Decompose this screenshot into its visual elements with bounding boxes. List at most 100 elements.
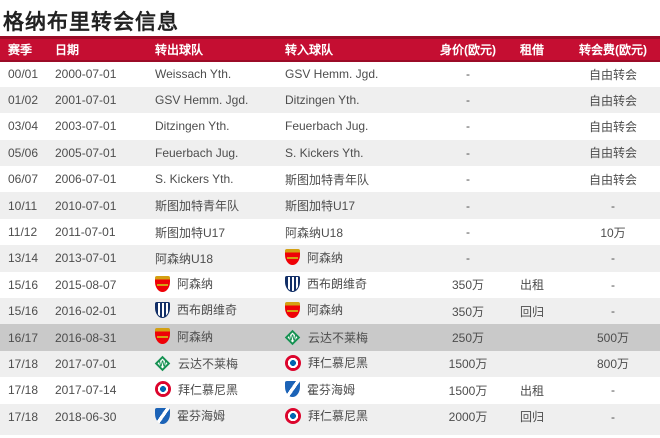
to-team-cell: 阿森纳: [278, 245, 426, 271]
from-team-cell: GSV Hemm. Jgd.: [148, 87, 278, 113]
fee-cell: 自由转会: [588, 119, 637, 134]
team: 西布朗维奇: [285, 275, 367, 292]
fee-cell: 自由转会: [588, 67, 637, 82]
table-row: 15/16 2015-08-07 阿森纳 西布朗维奇 350万 出租 -: [0, 272, 660, 298]
market-value-cell: 1500万: [448, 383, 488, 398]
to-team-cell: 西布朗维奇: [278, 272, 426, 298]
season-cell: 00/01: [8, 67, 39, 82]
date-cell: 2011-07-01: [55, 225, 116, 240]
from-team-cell: 云达不莱梅: [148, 351, 278, 377]
date-cell: 2016-02-01: [55, 304, 117, 319]
season-cell: 17/18: [8, 383, 39, 398]
team: S. Kickers Yth.: [285, 146, 363, 160]
from-team-cell: 斯图加特U17: [148, 219, 278, 245]
team: 阿森纳: [285, 249, 343, 266]
from-team-cell: 阿森纳: [148, 272, 278, 298]
partial-next-row: [0, 429, 660, 435]
team-name: GSV Hemm. Jgd.: [285, 67, 379, 82]
team-name: S. Kickers Yth.: [285, 145, 364, 160]
column-header-date: 日期: [48, 36, 148, 62]
team-name: Weissach Yth.: [155, 67, 232, 82]
table-row: 15/16 2016-02-01 西布朗维奇 阿森纳 350万 回归 -: [0, 298, 660, 325]
table-row: 17/18 2017-07-14 拜仁慕尼黑 霍芬海姆 1500万 出租 -: [0, 377, 660, 403]
team: 阿森纳U18: [155, 250, 213, 267]
page-title: 格纳布里转会信息: [3, 11, 179, 34]
to-team-cell: GSV Hemm. Jgd.: [278, 61, 426, 87]
team: 拜仁慕尼黑: [285, 354, 368, 371]
header-row: 赛季 日期 转出球队 转入球队 身价(欧元) 租借 转会费(欧元): [0, 36, 660, 62]
loan-cell: [510, 113, 566, 139]
team-name: 斯图加特青年队: [155, 199, 240, 214]
loan-cell: 出租: [520, 383, 545, 398]
season-cell: 17/18: [8, 409, 39, 424]
loan-cell: [510, 351, 566, 377]
market-value-cell: -: [466, 67, 470, 82]
season-cell: 01/02: [8, 93, 39, 108]
bayern-crest-icon: [285, 407, 301, 424]
season-cell: 17/18: [8, 356, 39, 371]
arsenal-crest-icon: [285, 249, 300, 266]
team: Feuerbach Jug.: [155, 146, 238, 160]
team-name: 阿森纳: [307, 250, 344, 265]
arsenal-crest-icon: [155, 275, 170, 292]
loan-cell: [510, 192, 566, 218]
date-cell: 2000-07-01: [55, 67, 117, 82]
market-value-cell: -: [466, 93, 470, 108]
bayern-crest-icon: [155, 381, 171, 398]
column-header-team-in: 转入球队: [278, 36, 426, 62]
from-team-cell: 西布朗维奇: [148, 298, 278, 324]
market-value-cell: 250万: [451, 331, 485, 346]
table-row: 10/11 2010-07-01 斯图加特青年队 斯图加特U17 - -: [0, 192, 660, 219]
season-cell: 03/04: [8, 119, 39, 134]
team-name: Ditzingen Yth.: [285, 93, 360, 108]
to-team-cell: 云达不莱梅: [278, 324, 426, 350]
arsenal-crest-icon: [285, 301, 300, 318]
market-value-cell: -: [466, 172, 470, 187]
arsenal-crest-icon: [155, 328, 170, 345]
team-name: 阿森纳: [177, 277, 214, 292]
loan-cell: [510, 61, 566, 87]
market-value-cell: -: [466, 119, 470, 134]
table-row: 17/18 2018-06-30 霍芬海姆 拜仁慕尼黑 2000万 回归 -: [0, 403, 660, 430]
from-team-cell: 霍芬海姆: [148, 404, 278, 430]
season-cell: 05/06: [8, 145, 39, 160]
team-name: 霍芬海姆: [177, 409, 226, 424]
team: S. Kickers Yth.: [155, 172, 233, 186]
team-name: 拜仁慕尼黑: [308, 409, 369, 424]
team: 斯图加特U17: [155, 224, 225, 241]
table-row: 13/14 2013-07-01 阿森纳U18 阿森纳 - -: [0, 245, 660, 272]
loan-cell: [510, 245, 566, 271]
team-name: GSV Hemm. Jgd.: [155, 93, 249, 108]
from-team-cell: 斯图加特青年队: [148, 192, 278, 218]
from-team-cell: 阿森纳U18: [148, 245, 278, 271]
westbrom-crest-icon: [285, 275, 300, 292]
date-cell: 2013-07-01: [55, 251, 117, 266]
season-cell: 16/17: [8, 330, 39, 345]
table-row: 16/17 2016-08-31 阿森纳 云达不莱梅 250万 500万: [0, 324, 660, 351]
to-team-cell: 拜仁慕尼黑: [278, 404, 426, 430]
team: 斯图加特青年队: [155, 197, 239, 214]
team: 斯图加特U17: [285, 197, 355, 214]
team: Weissach Yth.: [155, 67, 231, 81]
team-name: 拜仁慕尼黑: [308, 356, 369, 371]
fee-cell: -: [611, 277, 615, 292]
market-value-cell: 1500万: [448, 357, 488, 372]
date-cell: 2001-07-01: [55, 93, 117, 108]
table-row: 01/02 2001-07-01 GSV Hemm. Jgd. Ditzingen Y…: [0, 86, 660, 114]
from-team-cell: Ditzingen Yth.: [148, 113, 278, 139]
date-cell: 2015-08-07: [55, 277, 117, 292]
team-name: Feuerbach Jug.: [285, 119, 369, 134]
loan-cell: [510, 219, 566, 245]
season-cell: 15/16: [8, 304, 39, 319]
market-value-cell: 2000万: [448, 410, 488, 425]
to-team-cell: 拜仁慕尼黑: [278, 351, 426, 377]
market-value-cell: -: [466, 251, 470, 266]
fee-cell: -: [611, 251, 615, 266]
column-header-market-value: 身价(欧元): [426, 36, 510, 62]
from-team-cell: S. Kickers Yth.: [148, 166, 278, 192]
transfer-table-header: 赛季 日期 转出球队 转入球队 身价(欧元) 租借 转会费(欧元): [0, 36, 660, 62]
season-cell: 15/16: [8, 277, 39, 292]
from-team-cell: Feuerbach Jug.: [148, 140, 278, 166]
team-name: Ditzingen Yth.: [155, 119, 230, 134]
column-header-season: 赛季: [0, 36, 48, 62]
